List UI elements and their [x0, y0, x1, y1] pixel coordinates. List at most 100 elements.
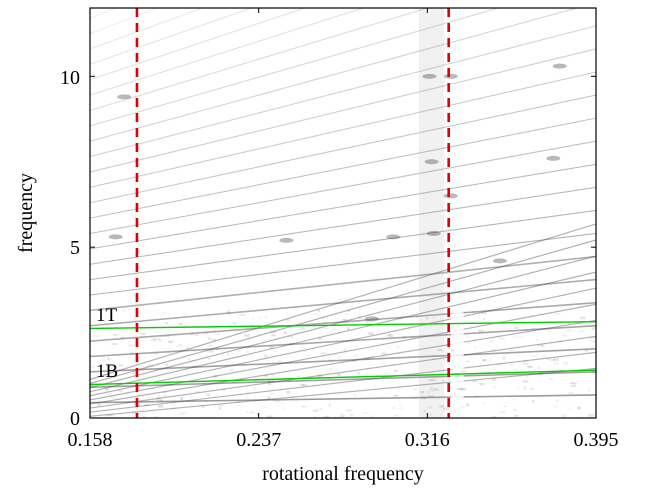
speckle — [150, 397, 154, 399]
speckle — [222, 388, 226, 392]
speckle — [549, 378, 553, 380]
speckle — [402, 336, 407, 339]
speckle — [227, 310, 230, 314]
harmonic-streak — [90, 8, 580, 142]
low-frequency-streak — [90, 271, 596, 393]
speckle — [523, 386, 527, 390]
speckle — [273, 350, 276, 353]
speckle — [503, 405, 507, 408]
harmonic-streak — [90, 255, 596, 312]
speckle — [267, 396, 271, 399]
speckle — [267, 379, 271, 383]
harmonic-streak — [90, 8, 501, 127]
speckle — [137, 403, 140, 406]
speckle — [361, 358, 368, 360]
speckle — [314, 313, 318, 316]
speckle — [465, 336, 469, 339]
speckle — [312, 409, 319, 412]
speckle — [174, 401, 177, 404]
speckle — [288, 335, 294, 338]
speckle — [185, 347, 189, 349]
speckle — [270, 330, 277, 334]
speckle — [399, 317, 402, 320]
speckle — [258, 316, 262, 320]
speckle — [318, 337, 322, 341]
speckle — [337, 373, 342, 377]
speckle — [553, 405, 559, 408]
speckle — [479, 338, 483, 340]
harmonic-peak — [426, 231, 441, 236]
speckle — [203, 332, 209, 335]
speckle — [113, 334, 118, 336]
speckle — [392, 363, 396, 366]
speckle — [328, 378, 332, 380]
marker-layer — [135, 8, 450, 418]
speckle — [555, 399, 559, 402]
speckle — [157, 404, 164, 408]
speckle — [568, 392, 574, 394]
speckle — [482, 317, 486, 321]
speckle — [274, 400, 281, 403]
speckle — [107, 357, 110, 360]
speckle — [353, 393, 357, 397]
speckle — [489, 358, 492, 362]
speckle — [320, 352, 327, 354]
speckle — [429, 387, 433, 391]
speckle — [279, 389, 286, 391]
speckle — [233, 332, 239, 334]
speckle — [238, 404, 241, 406]
x-tick-label-0: 0.158 — [68, 429, 113, 451]
speckle — [319, 408, 322, 410]
speckle — [445, 332, 448, 336]
speckle — [165, 321, 168, 325]
speckle — [573, 382, 578, 385]
speckle — [448, 312, 454, 315]
speckle — [549, 359, 556, 361]
speckle — [472, 338, 477, 342]
speckle — [245, 410, 249, 413]
speckle — [219, 350, 223, 352]
speckle — [154, 338, 160, 340]
speckle — [209, 350, 214, 353]
speckle — [415, 315, 418, 318]
speckle — [164, 363, 169, 366]
speckle — [570, 384, 576, 388]
speckle — [190, 332, 194, 336]
harmonic-streak — [90, 71, 596, 188]
speckle — [213, 329, 216, 332]
speckle — [569, 381, 575, 385]
speckle — [591, 345, 594, 349]
harmonic-peak — [552, 63, 567, 69]
speckle — [538, 372, 543, 375]
harmonic-peak — [386, 234, 401, 240]
speckle — [460, 370, 467, 373]
speckle — [585, 349, 589, 352]
speckle — [439, 405, 445, 408]
speckle — [302, 405, 307, 408]
speckle — [527, 370, 532, 372]
speckle — [476, 366, 482, 368]
low-frequency-streak — [90, 351, 596, 413]
resonance-line-1B — [90, 369, 596, 386]
speckle — [180, 397, 184, 400]
speckle — [556, 340, 563, 343]
speckle — [388, 334, 394, 337]
speckle — [493, 386, 497, 388]
speckle — [297, 375, 301, 377]
speckle — [413, 388, 417, 390]
speckle — [105, 414, 112, 417]
speckle — [420, 391, 425, 394]
low-frequency-streak — [90, 223, 596, 380]
speckle — [153, 331, 159, 333]
speckle — [165, 365, 170, 368]
speckle — [591, 327, 596, 330]
speckle — [514, 414, 519, 417]
speckle — [466, 360, 471, 363]
speckle — [450, 370, 454, 372]
speckle — [500, 411, 506, 413]
low-frequency-streak — [90, 335, 596, 409]
speckle — [482, 401, 486, 405]
speckle — [99, 309, 102, 312]
speckle — [519, 335, 524, 339]
speckle — [363, 412, 368, 414]
